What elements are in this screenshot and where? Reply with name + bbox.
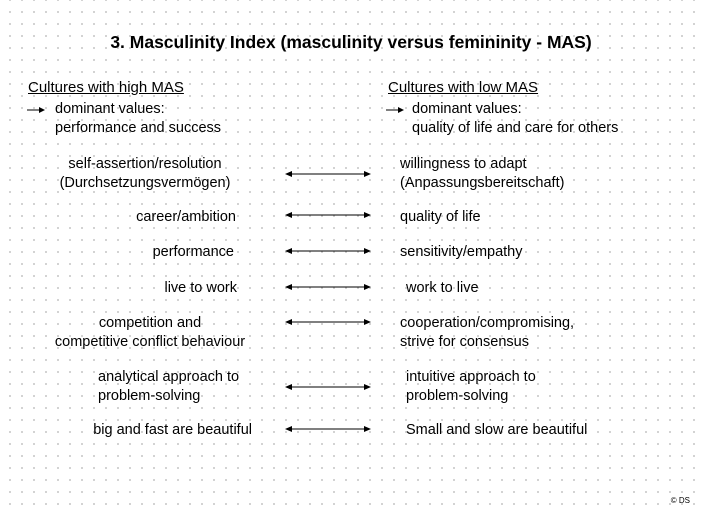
pair-left-line1: performance [152,244,234,260]
pair-right-line1: sensitivity/empathy [400,244,523,260]
pair-right-line1: willingness to adapt [400,156,527,172]
left-dominant-arrow-icon [27,107,45,113]
left-dominant-line2: performance and success [55,120,222,136]
pair-right-line2: (Anpassungsbereitschaft) [400,175,565,191]
double-arrow-icon [285,284,371,290]
double-arrow-icon [285,426,371,432]
pair-right-line2: problem-solving [406,388,509,404]
double-arrow-icon [285,212,371,218]
pair-right-line1: cooperation/compromising, [400,315,575,331]
pair-right-line2: strive for consensus [400,334,529,350]
double-arrow-icon [285,248,371,254]
double-arrow-icon [285,384,371,390]
right-dominant-line1: dominant values: [412,101,522,117]
pair-left-line1: career/ambition [136,209,236,225]
pair-left-line1: analytical approach to [98,369,240,385]
double-arrow-icon [285,171,371,177]
right-heading: Cultures with low MAS [388,79,539,96]
left-dominant-line1: dominant values: [55,101,165,117]
page-title: 3. Masculinity Index (masculinity versus… [110,32,592,52]
left-heading: Cultures with high MAS [28,79,184,96]
pair-left-line2: problem-solving [98,388,201,404]
pair-right-line1: Small and slow are beautiful [406,422,588,438]
pair-left-line1: self-assertion/resolution [68,156,222,172]
pair-right-line1: intuitive approach to [406,369,536,385]
pair-left-line2: (Durchsetzungsvermögen) [59,175,231,191]
pair-left-line2: competitive conflict behaviour [54,334,246,350]
pair-left-line1: competition and [98,315,202,331]
right-dominant-line2: quality of life and care for others [412,120,619,136]
pair-right-line1: quality of life [400,209,481,225]
pair-left-line1: live to work [164,280,237,296]
pair-right-line1: work to live [406,280,479,296]
double-arrow-icon [285,319,371,325]
right-dominant-arrow-icon [386,107,404,113]
copyright: © DS [670,496,690,505]
pair-left-line1: big and fast are beautiful [93,422,252,438]
